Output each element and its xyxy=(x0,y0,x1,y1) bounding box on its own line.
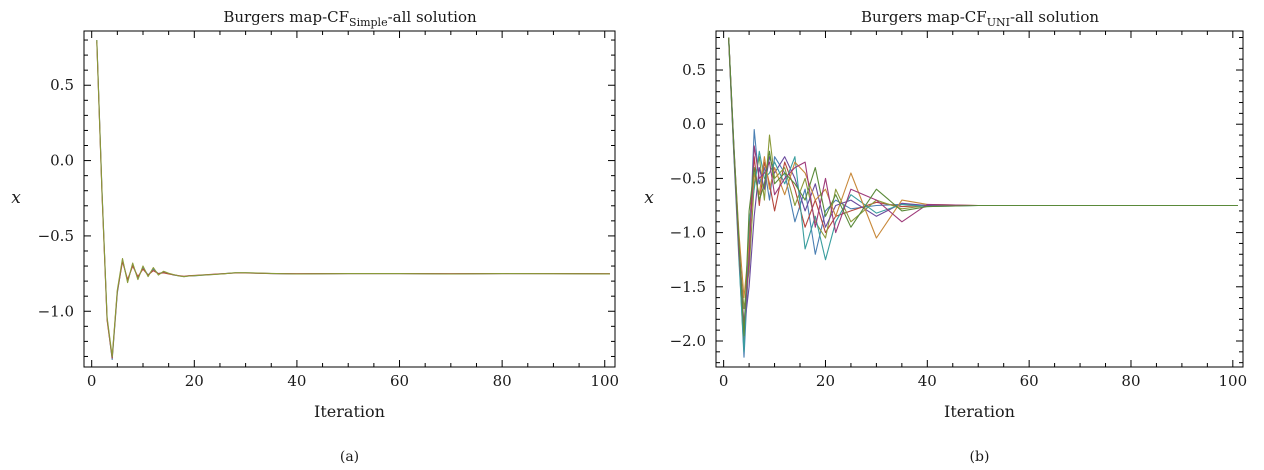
y-tick-label: −0.5 xyxy=(670,169,706,187)
x-tick-label: 40 xyxy=(918,372,937,390)
chart-panel-a: Burgers map-CFSimple-all solution 0 20 40 60… xyxy=(11,8,619,465)
y-tick-label: −1.0 xyxy=(38,302,74,320)
y-tick-label: 0.5 xyxy=(50,76,74,94)
x-tick-label: 0 xyxy=(719,372,729,390)
x-axis-label: Iteration xyxy=(944,402,1015,421)
y-tick-label: 0.5 xyxy=(682,61,706,79)
x-tick-label: 20 xyxy=(185,372,204,390)
chart-title: Burgers map-CFSimple-all solution xyxy=(223,8,477,29)
chart-title: Burgers map-CFUNI-all solution xyxy=(861,8,1099,29)
x-tick-label: 60 xyxy=(1020,372,1039,390)
y-axis-label: x xyxy=(11,188,21,208)
y-axis-label: x xyxy=(644,188,654,208)
x-tick-label: 100 xyxy=(1218,372,1247,390)
series-line-8 xyxy=(728,37,1238,337)
series-line-3 xyxy=(96,39,610,358)
series-line-7 xyxy=(728,38,1238,326)
y-tick-label: −0.5 xyxy=(38,227,74,245)
series-line-2 xyxy=(96,41,610,359)
series-line-1 xyxy=(96,39,610,361)
y-tick-label: −1.5 xyxy=(670,278,706,296)
panel-caption: (a) xyxy=(340,449,359,465)
y-tick-label: 0.0 xyxy=(50,152,74,170)
plot-frame xyxy=(83,30,616,368)
x-tick-label: 20 xyxy=(816,372,835,390)
series-line-6 xyxy=(728,37,1238,299)
series-group xyxy=(96,39,610,361)
series-line-4 xyxy=(728,37,1238,331)
chart-panel-b: Burgers map-CFUNI-all solution 0 20 40 60 80 1… xyxy=(644,8,1247,465)
series-group xyxy=(728,37,1238,358)
x-tick-label: 40 xyxy=(287,372,306,390)
y-tick-label: −2.0 xyxy=(670,332,706,350)
x-tick-label: 100 xyxy=(590,372,619,390)
series-line-5 xyxy=(728,40,1238,353)
plot-frame xyxy=(715,30,1244,368)
y-tick-label: −1.0 xyxy=(670,224,706,242)
x-tick-label: 80 xyxy=(1121,372,1140,390)
series-line-1 xyxy=(728,37,1238,358)
x-tick-label: 60 xyxy=(390,372,409,390)
x-axis-label: Iteration xyxy=(314,402,385,421)
x-tick-label: 0 xyxy=(87,372,97,390)
x-tick-label: 80 xyxy=(493,372,512,390)
panel-caption: (b) xyxy=(970,449,990,465)
y-tick-label: 0.0 xyxy=(682,115,706,133)
